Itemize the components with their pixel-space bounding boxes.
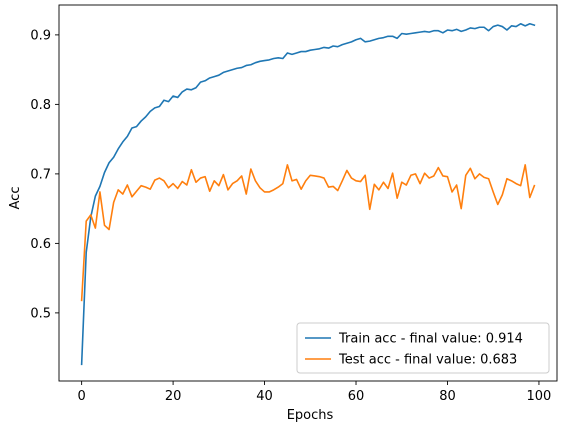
x-tick-label: 20	[165, 389, 182, 404]
x-tick-label: 100	[527, 389, 552, 404]
test-acc-line	[80, 164, 536, 302]
legend: Train acc - final value: 0.914 Test acc -…	[296, 322, 550, 374]
y-axis-label: Acc	[8, 187, 23, 210]
x-axis-ticks: 0 20 40 60 80 100	[77, 381, 551, 404]
legend-box	[296, 322, 550, 374]
train-acc-line	[80, 22, 536, 366]
y-tick-label: 0.5	[30, 306, 51, 321]
axes-frame	[58, 4, 558, 382]
y-tick-label: 0.8	[30, 98, 51, 113]
x-tick-label: 60	[348, 389, 365, 404]
y-axis-ticks: 0.5 0.6 0.7 0.8 0.9	[30, 28, 59, 321]
y-tick-label: 0.7	[30, 167, 51, 182]
series-layer	[80, 22, 536, 366]
y-tick-label: 0.6	[30, 237, 51, 252]
x-axis-label: Epochs	[287, 408, 334, 423]
x-tick-label: 80	[439, 389, 456, 404]
legend-entry-label: Train acc - final value: 0.914	[338, 332, 523, 347]
y-tick-label: 0.9	[30, 28, 51, 43]
legend-entry-label: Test acc - final value: 0.683	[338, 353, 517, 368]
x-tick-label: 0	[77, 389, 85, 404]
plot-area	[58, 4, 558, 382]
x-tick-label: 40	[256, 389, 273, 404]
